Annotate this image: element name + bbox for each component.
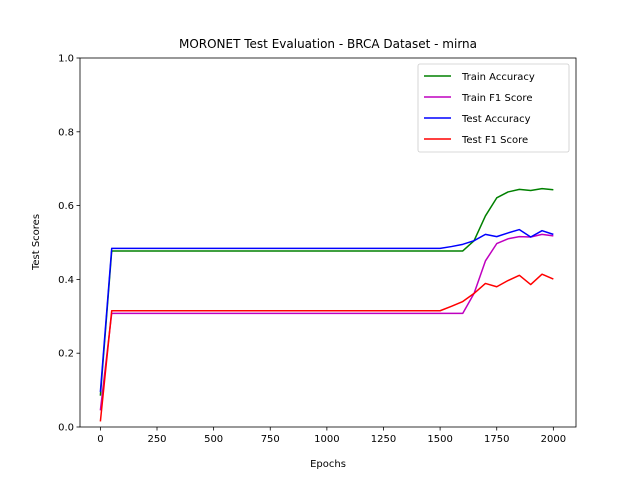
x-tick-label: 1250 <box>371 434 396 445</box>
series-line-2 <box>99 228 554 392</box>
legend-label-2: Test Accuracy <box>461 114 531 125</box>
chart-title: MORONET Test Evaluation - BRCA Dataset -… <box>179 37 477 51</box>
plot-frame <box>79 57 577 428</box>
x-tick-label: 1750 <box>484 434 509 445</box>
y-tick-label: 0.4 <box>58 275 74 286</box>
y-tick-label: 1.0 <box>58 54 74 65</box>
y-tick-label: 0.6 <box>58 201 74 212</box>
x-tick-label: 750 <box>261 434 280 445</box>
legend-label-0: Train Accuracy <box>461 72 535 83</box>
series-line-3 <box>99 273 554 422</box>
series-line-1 <box>99 233 554 411</box>
x-tick-label: 500 <box>204 434 223 445</box>
x-tick-label: 250 <box>147 434 166 445</box>
series-line-0 <box>99 187 554 396</box>
y-axis-label: Test Scores <box>31 214 42 271</box>
x-tick-label: 1000 <box>314 434 339 445</box>
legend-label-1: Train F1 Score <box>461 93 532 104</box>
y-axis: 0.0 0.2 0.4 0.6 0.8 1.0 <box>58 54 80 434</box>
y-tick-label: 0.8 <box>58 127 74 138</box>
legend-label-3: Test F1 Score <box>461 135 528 146</box>
x-tick-label: 1500 <box>427 434 452 445</box>
y-tick-label: 0.0 <box>58 423 74 434</box>
plot-area <box>79 57 577 428</box>
legend-box <box>417 63 570 153</box>
x-axis-label: Epochs <box>310 459 346 470</box>
x-tick-label: 2000 <box>541 434 566 445</box>
y-tick-label: 0.2 <box>58 349 74 360</box>
x-tick-label: 0 <box>97 434 103 445</box>
x-axis: 0 250 500 750 1000 1250 1500 1750 2000 <box>97 427 566 445</box>
legend: Train Accuracy Train F1 Score Test Accurac… <box>417 63 570 153</box>
